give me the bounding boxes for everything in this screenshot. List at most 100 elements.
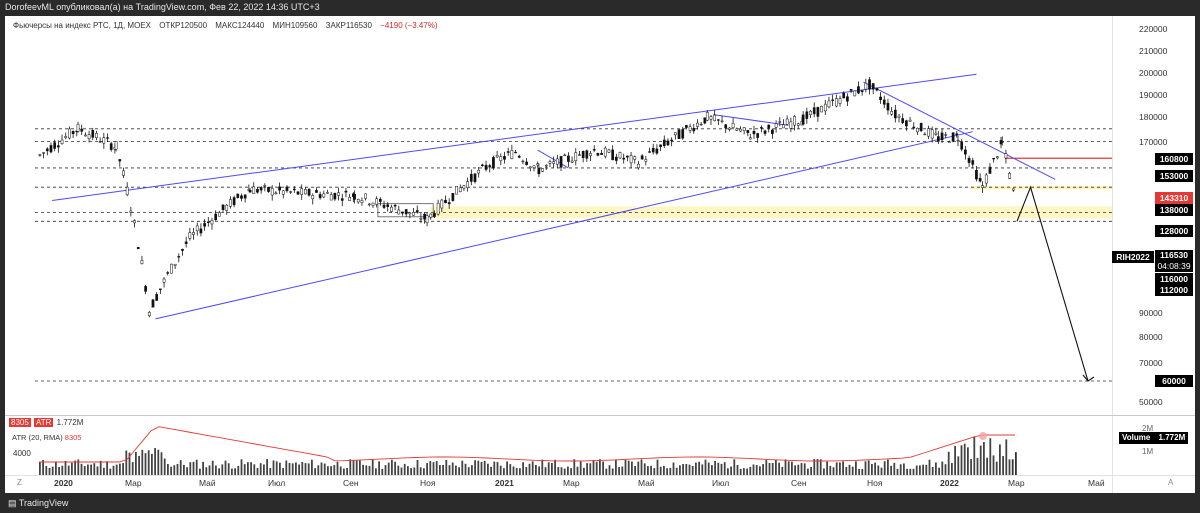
candle-body — [978, 178, 982, 182]
candle-body — [281, 190, 285, 195]
candle-body — [673, 132, 677, 136]
volume-bar — [317, 465, 320, 475]
volume-bar — [698, 461, 700, 475]
candle-body — [353, 193, 356, 200]
zoom-reset-button[interactable]: Z — [17, 478, 22, 487]
volume-bar — [125, 450, 128, 475]
pane-separator[interactable] — [5, 415, 1195, 416]
candle-body — [785, 118, 789, 125]
volume-bar — [272, 460, 275, 475]
volume-bar — [311, 459, 313, 475]
candle-body — [155, 294, 159, 301]
volume-bar — [938, 467, 940, 475]
volume-bar — [499, 465, 502, 475]
candle-body — [853, 90, 857, 97]
volume-bar — [519, 468, 521, 475]
price-tick-label: 170000 — [1139, 137, 1168, 147]
volume-bar — [663, 465, 665, 475]
volume-bar — [410, 468, 412, 475]
level-tag-138000: 138000 — [1155, 204, 1193, 216]
candle-body — [603, 147, 607, 157]
candle-body — [905, 120, 908, 127]
volume-bar — [77, 459, 80, 475]
candle-body — [648, 151, 651, 153]
price-tick-label: 190000 — [1139, 90, 1168, 100]
volume-bar — [163, 458, 166, 475]
volume-bar — [947, 451, 950, 475]
volume-bar — [775, 459, 777, 475]
auto-scale-button[interactable]: A — [1168, 478, 1174, 487]
atr-axis-label: 4000 — [13, 449, 31, 458]
level-tag-153000: 153000 — [1155, 170, 1193, 182]
consolidation-box — [377, 203, 434, 218]
candle-body — [229, 199, 232, 207]
legend-close: ЗАКР116530 — [325, 21, 372, 30]
volume-bar — [983, 442, 985, 475]
volume-bar — [650, 465, 652, 475]
candle-body — [651, 147, 655, 153]
volume-bar — [378, 461, 380, 475]
volume-bar — [55, 461, 57, 475]
candle-body — [433, 213, 436, 217]
volume-bar — [515, 467, 518, 475]
candle-body — [746, 129, 750, 134]
volume-bar — [323, 463, 326, 475]
volume-bar — [387, 462, 390, 475]
volume-bar — [349, 459, 352, 475]
volume-bar — [826, 461, 828, 475]
volume-bar — [874, 462, 876, 475]
candle-body — [91, 130, 95, 138]
candle-body — [114, 141, 118, 150]
candle-body — [971, 160, 975, 165]
candle-body — [184, 241, 188, 244]
volume-bar — [682, 463, 684, 475]
volume-bar — [234, 468, 236, 475]
atr-marker — [979, 432, 987, 440]
volume-bar — [199, 468, 201, 475]
candle-body — [356, 199, 360, 203]
candle-body — [344, 190, 348, 193]
candle-body — [696, 122, 699, 127]
candle-body — [659, 144, 662, 147]
volume-bar — [919, 465, 921, 475]
chart-frame[interactable]: Фьючерсы на индекс РТС, 1Д, MOEX ОТКР120… — [5, 16, 1195, 493]
volume-bar — [573, 459, 576, 475]
volume-bar — [794, 465, 796, 475]
volume-bar — [685, 463, 688, 475]
candle-body — [716, 119, 720, 121]
candle-body — [393, 204, 397, 207]
volume-bar — [583, 467, 585, 475]
candle-body — [60, 139, 64, 144]
candle-body — [831, 99, 834, 101]
volume-bar — [560, 467, 563, 475]
candle-body — [827, 100, 831, 108]
volume-bar — [727, 468, 729, 475]
volume-bar — [330, 466, 332, 475]
volume-bar — [803, 463, 806, 475]
volume-bar — [119, 463, 121, 475]
last-price-value: 116530 — [1160, 250, 1188, 260]
candle-body — [901, 118, 905, 123]
candle-body — [71, 131, 75, 134]
volume-bar — [269, 468, 272, 475]
volume-bar — [576, 466, 579, 475]
candle-body — [348, 196, 351, 201]
volume-bar — [112, 465, 115, 475]
volume-bar — [688, 464, 691, 475]
volume-bar — [845, 466, 848, 475]
volume-bar — [275, 461, 278, 475]
volume-bar — [93, 463, 96, 475]
price-chart[interactable] — [5, 16, 1195, 493]
candle-body — [514, 151, 517, 154]
legend-title: Фьючерсы на индекс РТС, 1Д, MOEX — [13, 21, 151, 30]
candle-body — [307, 188, 311, 196]
atr-name-badge[interactable]: ATR — [34, 418, 54, 427]
candle-body — [199, 228, 203, 234]
volume-bar — [355, 460, 358, 475]
volume-bar — [835, 462, 838, 475]
candle-body — [499, 156, 503, 161]
volume-bar — [359, 460, 361, 475]
volume-bar — [912, 468, 915, 475]
volume-bar — [189, 462, 192, 475]
volume-bar — [1002, 456, 1004, 475]
